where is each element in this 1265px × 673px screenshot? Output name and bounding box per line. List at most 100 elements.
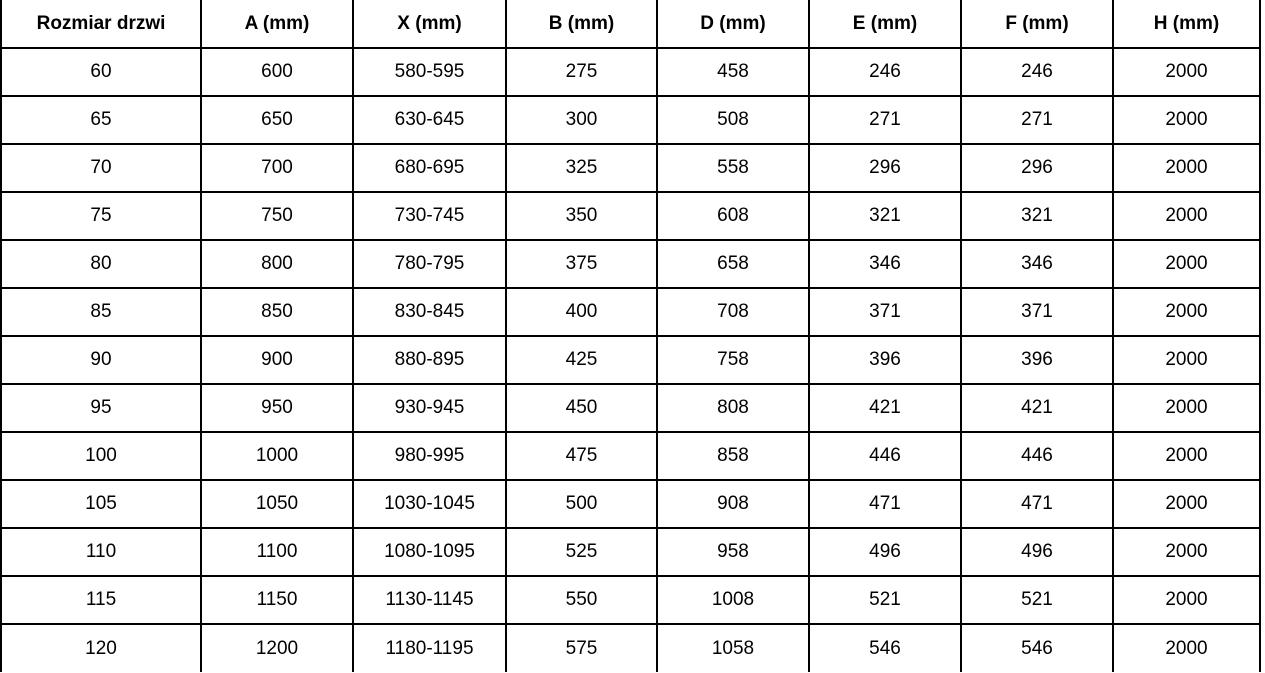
cell-x: 1030-1045 <box>353 480 507 529</box>
cell-x: 630-645 <box>353 96 507 145</box>
cell-size: 115 <box>0 576 202 625</box>
cell-h: 2000 <box>1113 336 1261 385</box>
table-row: 115 1150 1130-1145 550 1008 521 521 2000 <box>0 576 1261 625</box>
cell-b: 475 <box>506 432 658 481</box>
column-header-size: Rozmiar drzwi <box>0 0 202 49</box>
cell-size: 110 <box>0 528 202 577</box>
cell-b: 425 <box>506 336 658 385</box>
cell-a: 700 <box>201 144 354 193</box>
table-header-row: Rozmiar drzwi A (mm) X (mm) B (mm) D (mm) E (… <box>0 0 1261 49</box>
cell-size: 70 <box>0 144 202 193</box>
cell-e: 421 <box>809 384 962 433</box>
cell-f: 396 <box>961 336 1114 385</box>
cell-f: 296 <box>961 144 1114 193</box>
column-header-a: A (mm) <box>201 0 354 49</box>
cell-d: 908 <box>657 480 810 529</box>
cell-d: 758 <box>657 336 810 385</box>
cell-h: 2000 <box>1113 432 1261 481</box>
cell-b: 500 <box>506 480 658 529</box>
cell-x: 1080-1095 <box>353 528 507 577</box>
table-row: 65 650 630-645 300 508 271 271 2000 <box>0 96 1261 145</box>
cell-e: 446 <box>809 432 962 481</box>
cell-x: 1130-1145 <box>353 576 507 625</box>
cell-f: 271 <box>961 96 1114 145</box>
cell-e: 521 <box>809 576 962 625</box>
cell-a: 850 <box>201 288 354 337</box>
cell-e: 496 <box>809 528 962 577</box>
cell-e: 346 <box>809 240 962 289</box>
cell-a: 1000 <box>201 432 354 481</box>
cell-d: 658 <box>657 240 810 289</box>
cell-f: 246 <box>961 48 1114 97</box>
cell-h: 2000 <box>1113 480 1261 529</box>
cell-h: 2000 <box>1113 144 1261 193</box>
cell-a: 650 <box>201 96 354 145</box>
cell-a: 750 <box>201 192 354 241</box>
cell-x: 680-695 <box>353 144 507 193</box>
cell-size: 75 <box>0 192 202 241</box>
table-row: 95 950 930-945 450 808 421 421 2000 <box>0 384 1261 433</box>
column-header-d: D (mm) <box>657 0 810 49</box>
cell-d: 958 <box>657 528 810 577</box>
cell-f: 471 <box>961 480 1114 529</box>
cell-a: 1050 <box>201 480 354 529</box>
cell-size: 65 <box>0 96 202 145</box>
cell-d: 508 <box>657 96 810 145</box>
table-row: 90 900 880-895 425 758 396 396 2000 <box>0 336 1261 385</box>
table-row: 105 1050 1030-1045 500 908 471 471 2000 <box>0 480 1261 529</box>
cell-h: 2000 <box>1113 240 1261 289</box>
cell-h: 2000 <box>1113 48 1261 97</box>
cell-f: 446 <box>961 432 1114 481</box>
cell-size: 85 <box>0 288 202 337</box>
table-row: 80 800 780-795 375 658 346 346 2000 <box>0 240 1261 289</box>
table-body: 60 600 580-595 275 458 246 246 2000 65 650 630-645… <box>0 48 1261 672</box>
cell-f: 346 <box>961 240 1114 289</box>
cell-b: 275 <box>506 48 658 97</box>
cell-d: 1058 <box>657 624 810 672</box>
cell-a: 900 <box>201 336 354 385</box>
table-row: 110 1100 1080-1095 525 958 496 496 2000 <box>0 528 1261 577</box>
column-header-e: E (mm) <box>809 0 962 49</box>
cell-f: 421 <box>961 384 1114 433</box>
cell-size: 95 <box>0 384 202 433</box>
cell-e: 271 <box>809 96 962 145</box>
cell-x: 1180-1195 <box>353 624 507 672</box>
cell-x: 880-895 <box>353 336 507 385</box>
table-row: 75 750 730-745 350 608 321 321 2000 <box>0 192 1261 241</box>
cell-size: 100 <box>0 432 202 481</box>
cell-e: 371 <box>809 288 962 337</box>
cell-d: 458 <box>657 48 810 97</box>
cell-h: 2000 <box>1113 192 1261 241</box>
cell-e: 471 <box>809 480 962 529</box>
cell-x: 980-995 <box>353 432 507 481</box>
cell-b: 575 <box>506 624 658 672</box>
cell-e: 546 <box>809 624 962 672</box>
cell-x: 730-745 <box>353 192 507 241</box>
cell-d: 1008 <box>657 576 810 625</box>
cell-size: 90 <box>0 336 202 385</box>
cell-e: 321 <box>809 192 962 241</box>
cell-d: 858 <box>657 432 810 481</box>
cell-h: 2000 <box>1113 528 1261 577</box>
cell-x: 830-845 <box>353 288 507 337</box>
cell-size: 60 <box>0 48 202 97</box>
cell-b: 375 <box>506 240 658 289</box>
cell-h: 2000 <box>1113 624 1261 672</box>
table-row: 120 1200 1180-1195 575 1058 546 546 2000 <box>0 624 1261 672</box>
cell-d: 708 <box>657 288 810 337</box>
table-row: 60 600 580-595 275 458 246 246 2000 <box>0 48 1261 97</box>
column-header-x: X (mm) <box>353 0 507 49</box>
cell-d: 558 <box>657 144 810 193</box>
cell-f: 496 <box>961 528 1114 577</box>
cell-f: 371 <box>961 288 1114 337</box>
table-row: 100 1000 980-995 475 858 446 446 2000 <box>0 432 1261 481</box>
cell-b: 350 <box>506 192 658 241</box>
cell-x: 580-595 <box>353 48 507 97</box>
cell-e: 396 <box>809 336 962 385</box>
cell-h: 2000 <box>1113 384 1261 433</box>
cell-h: 2000 <box>1113 288 1261 337</box>
column-header-h: H (mm) <box>1113 0 1261 49</box>
cell-f: 546 <box>961 624 1114 672</box>
cell-size: 105 <box>0 480 202 529</box>
